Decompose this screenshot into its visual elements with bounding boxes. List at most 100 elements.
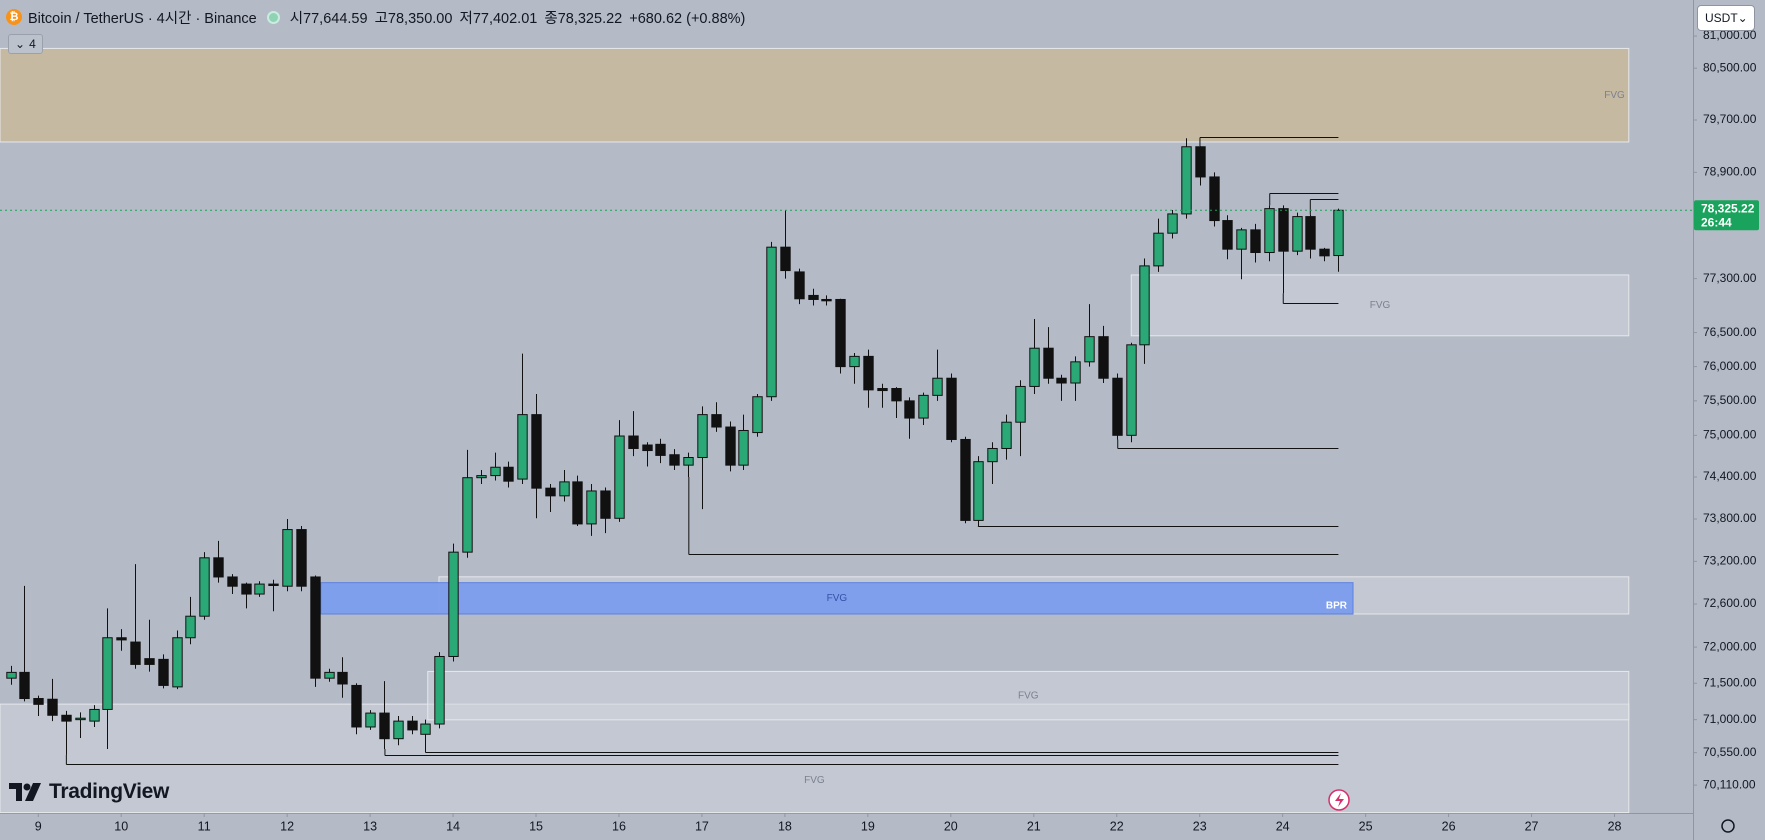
- candle: [1319, 247, 1330, 262]
- zone-label: FVG: [1370, 300, 1391, 311]
- candle-body: [1264, 208, 1275, 254]
- candle: [835, 298, 846, 374]
- candle: [1222, 215, 1233, 260]
- candle-body: [752, 396, 763, 434]
- settings-icon[interactable]: [1721, 819, 1735, 833]
- symbol[interactable]: Bitcoin / TetherUS · 4시간 · Binance: [28, 10, 257, 27]
- plot: FVG FVG FVG BPR FVG FVG: [0, 47, 1630, 814]
- logo-icon: [9, 783, 41, 801]
- candle-body: [1292, 216, 1303, 252]
- candle-body: [586, 490, 597, 525]
- candle-body: [89, 708, 100, 722]
- candle: [1084, 304, 1095, 367]
- indicator-count: 4: [29, 37, 36, 51]
- candle: [75, 712, 86, 738]
- candle-body: [241, 583, 252, 595]
- candle-body: [1319, 248, 1330, 257]
- ohlc-low: 저77,402.01: [459, 10, 538, 27]
- candle-body: [697, 414, 708, 459]
- candle-body: [420, 723, 431, 735]
- zone: [0, 703, 1630, 814]
- candle-body: [1250, 229, 1261, 254]
- candle-body: [960, 438, 971, 521]
- candle: [1278, 205, 1289, 294]
- zone: [0, 47, 1630, 143]
- candle: [987, 442, 998, 484]
- candle-body: [434, 655, 445, 725]
- candle-body: [808, 294, 819, 300]
- currency-select[interactable]: USDT ⌄: [1697, 5, 1755, 31]
- candle: [144, 619, 155, 672]
- candle-body: [669, 454, 680, 466]
- x-tick-label: 19: [861, 819, 875, 833]
- candle: [1070, 356, 1081, 401]
- y-tick-label: 80,500.00: [1703, 60, 1757, 74]
- candle: [711, 402, 722, 432]
- candle-body: [130, 641, 141, 665]
- candle-body: [490, 466, 501, 477]
- candle: [1043, 327, 1054, 384]
- x-tick-label: 18: [778, 819, 792, 833]
- candle: [1250, 223, 1261, 263]
- candle-body: [61, 714, 72, 722]
- candle-body: [172, 637, 183, 688]
- candle-body: [1333, 209, 1344, 257]
- candle: [1167, 209, 1178, 239]
- candle-body: [904, 400, 915, 419]
- candle: [116, 629, 127, 651]
- indicator-toggle[interactable]: ⌄ 4: [8, 34, 43, 54]
- candle: [738, 414, 749, 471]
- candle: [849, 352, 860, 384]
- candle: [614, 420, 625, 522]
- candle: [241, 582, 252, 609]
- candle: [752, 393, 763, 437]
- y-tick-label: 70,110.00: [1703, 777, 1756, 791]
- candle-body: [47, 698, 58, 716]
- candle-body: [918, 394, 929, 419]
- logo[interactable]: TradingView: [9, 780, 169, 804]
- candle-body: [683, 457, 694, 466]
- zone: [427, 670, 1630, 721]
- candle-body: [144, 658, 155, 665]
- y-tick-label: 72,600.00: [1703, 596, 1757, 610]
- candle-body: [337, 671, 348, 685]
- x-tick-label: 13: [363, 819, 377, 833]
- candle-body: [932, 377, 943, 396]
- candle-body: [1015, 385, 1026, 423]
- candle: [213, 540, 224, 583]
- candle: [683, 452, 694, 477]
- market-status[interactable]: [266, 10, 280, 24]
- candle-body: [642, 444, 653, 452]
- logo-text: TradingView: [49, 780, 170, 803]
- zone: [320, 582, 1354, 615]
- candle-body: [545, 487, 556, 497]
- candle: [918, 392, 929, 425]
- y-tick-label: 76,000.00: [1703, 359, 1757, 373]
- y-tick-label: 81,000.00: [1703, 28, 1757, 42]
- candle-body: [835, 298, 846, 368]
- ohlc-high: 고78,350.00: [374, 10, 453, 27]
- candle: [393, 716, 404, 746]
- candle: [808, 288, 819, 306]
- candle-body: [863, 355, 874, 391]
- candle-body: [1070, 361, 1081, 384]
- x-tick-label: 26: [1442, 819, 1456, 833]
- y-tick-label: 73,200.00: [1703, 554, 1757, 568]
- candle: [1153, 218, 1164, 272]
- candle-body: [282, 529, 293, 587]
- candle: [47, 678, 58, 722]
- candle-body: [6, 671, 17, 679]
- candle: [310, 575, 321, 687]
- candle-body: [1084, 336, 1095, 363]
- time-axis: [0, 813, 1693, 840]
- candle-body: [780, 246, 791, 272]
- candle-body: [1209, 176, 1220, 222]
- candle: [904, 397, 915, 439]
- candle: [1305, 214, 1316, 259]
- candle-body: [462, 477, 473, 553]
- candle: [517, 353, 528, 484]
- y-tick-label: 72,000.00: [1703, 639, 1757, 653]
- candle-body: [1167, 213, 1178, 234]
